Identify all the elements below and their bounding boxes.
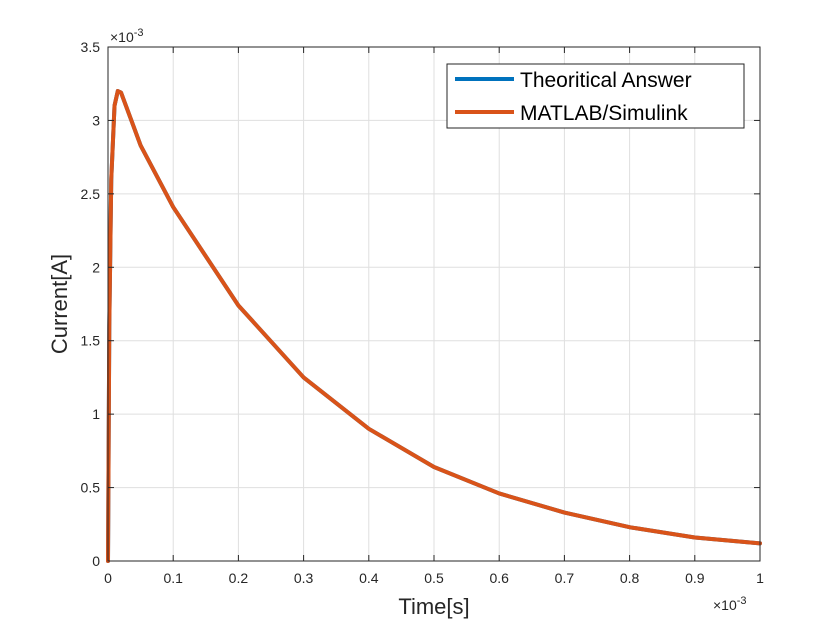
series-line-matlab-simulink (106, 89, 762, 563)
series-layer (106, 89, 762, 563)
y-tick-label: 3.5 (81, 39, 101, 55)
y-tick-label: 0 (92, 553, 100, 569)
legend: Theoritical Answer MATLAB/Simulink (446, 63, 745, 129)
x-axis-label: Time[s] (398, 594, 469, 619)
y-axis-label: Current[A] (47, 254, 72, 354)
legend-label-simulink: MATLAB/Simulink (520, 102, 688, 125)
y-multiplier-exponent: -3 (134, 27, 144, 39)
legend-box (446, 63, 745, 129)
x-tick-label: 0.4 (359, 570, 379, 586)
x-tick-label: 0.6 (489, 570, 509, 586)
y-multiplier-base: ×10 (110, 29, 134, 45)
axis-ticks: 0 0.1 0.2 0.3 0.4 0.5 0.6 0.7 0.8 0.9 1 0 0.5 1 1.5 2 2.… (81, 39, 765, 586)
x-multiplier-exponent: -3 (737, 595, 747, 607)
legend-label-theoritical: Theoritical Answer (520, 69, 692, 92)
x-tick-label: 0.9 (685, 570, 705, 586)
x-tick-label: 0.1 (163, 570, 183, 586)
grid-lines (108, 47, 760, 561)
x-tick-label: 0.7 (555, 570, 575, 586)
x-tick-label: 0.3 (294, 570, 314, 586)
x-multiplier: ×10-3 (713, 595, 747, 613)
y-tick-label: 1.5 (81, 333, 101, 349)
x-multiplier-base: ×10 (713, 597, 737, 613)
x-tick-label: 0.8 (620, 570, 640, 586)
y-tick-label: 2.5 (81, 186, 101, 202)
x-tick-label: 0.2 (229, 570, 249, 586)
y-tick-label: 3 (92, 112, 100, 128)
x-tick-label: 0.5 (424, 570, 444, 586)
x-tick-label: 1 (756, 570, 764, 586)
y-tick-label: 0.5 (81, 480, 101, 496)
y-tick-label: 1 (92, 406, 100, 422)
y-tick-label: 2 (92, 259, 100, 275)
x-tick-label: 0 (104, 570, 112, 586)
y-multiplier: ×10-3 (110, 27, 144, 45)
